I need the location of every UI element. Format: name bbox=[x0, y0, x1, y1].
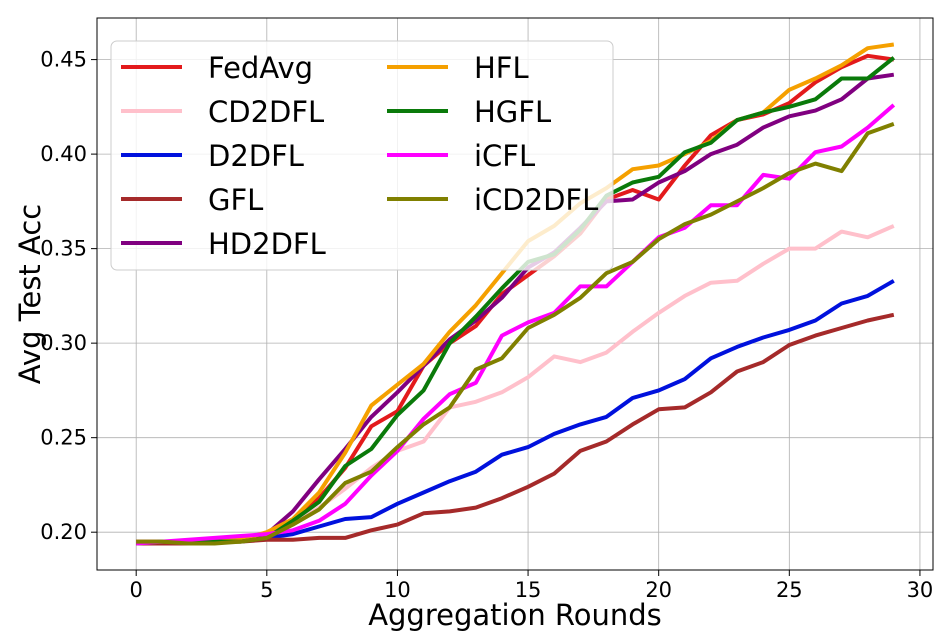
y-tick-label: 0.25 bbox=[40, 426, 87, 450]
plot-frame bbox=[96, 17, 934, 571]
x-tick-label: 30 bbox=[907, 578, 934, 602]
legend-label-d2dfl: D2DFL bbox=[208, 139, 304, 173]
legend-label-fedavg: FedAvg bbox=[208, 51, 313, 85]
legend-label-gfl: GFL bbox=[208, 183, 263, 217]
x-tick-label: 25 bbox=[776, 578, 803, 602]
y-tick-label: 0.20 bbox=[40, 520, 87, 544]
y-tick-label: 0.40 bbox=[40, 142, 87, 166]
legend-label-hd2dfl: HD2DFL bbox=[208, 227, 326, 261]
x-axis-title: Aggregation Rounds bbox=[368, 598, 662, 632]
y-axis-title: Avg Test Acc bbox=[13, 204, 47, 384]
legend-box bbox=[110, 40, 614, 271]
y-tick-label: 0.35 bbox=[40, 237, 87, 261]
legend-label-cd2dfl: CD2DFL bbox=[208, 95, 324, 129]
legend-label-icfl: iCFL bbox=[474, 139, 535, 173]
legend: FedAvg CD2DFL D2DFL GFL HD2DFL HFL HGFL iCFL iCD… bbox=[110, 40, 614, 271]
legend-label-hgfl: HGFL bbox=[474, 95, 551, 129]
x-tick-label: 5 bbox=[260, 578, 273, 602]
y-tick-label: 0.45 bbox=[40, 48, 87, 72]
legend-label-icd2dfl: iCD2DFL bbox=[474, 183, 598, 217]
series-line-icfl bbox=[136, 103, 896, 546]
y-tick-label: 0.30 bbox=[40, 331, 87, 355]
axis-ticks: 0 5 10 15 20 25 30 0.20 0.25 0.30 0.35 0.40 0.45 bbox=[40, 48, 933, 602]
series-line-icd2dfl bbox=[136, 122, 895, 546]
x-tick-label: 15 bbox=[515, 578, 542, 602]
x-tick-label: 0 bbox=[130, 578, 143, 602]
x-tick-label: 20 bbox=[645, 578, 672, 602]
x-tick-label: 10 bbox=[384, 578, 411, 602]
legend-label-hfl: HFL bbox=[474, 51, 529, 85]
